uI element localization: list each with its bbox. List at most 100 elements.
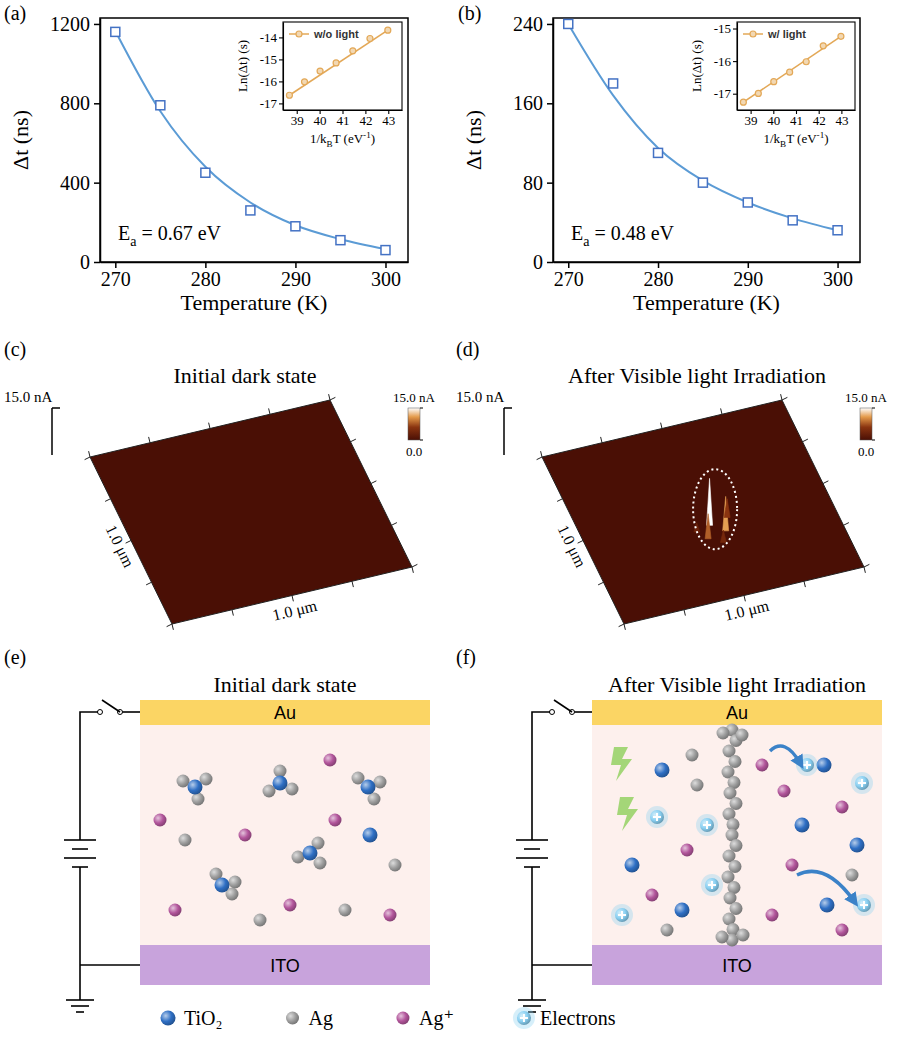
surface-plane — [90, 400, 412, 624]
x-axis-title: Temperature (K) — [181, 290, 328, 315]
tick-mark — [547, 262, 553, 264]
ag-ion — [384, 909, 397, 922]
data-point — [609, 79, 618, 88]
tick: -14 — [260, 30, 283, 45]
electron-plus — [653, 813, 661, 821]
text-part: 1/k — [763, 131, 780, 146]
tio2-particle — [817, 758, 832, 773]
axis-line — [101, 262, 409, 264]
tick: 160 — [513, 92, 553, 114]
tio2-particle — [273, 776, 288, 791]
ag-ion — [766, 909, 779, 922]
tick-mark — [658, 262, 660, 268]
tick-label: 270 — [101, 268, 131, 290]
tick-label: -16 — [260, 74, 278, 89]
text-part: = 0.67 eV — [136, 222, 221, 244]
y-extent-label: 1.0 μm — [554, 522, 590, 571]
colorbar-label: 15.0 nA — [393, 390, 436, 405]
edge-tick — [804, 581, 805, 587]
tick-label: 39 — [291, 113, 304, 128]
electron — [855, 776, 869, 790]
chart: 270280290300080160240Temperature (K)Δt (… — [458, 2, 861, 315]
fit-line — [115, 31, 385, 249]
data-point — [787, 69, 793, 75]
electron-halo — [851, 772, 873, 794]
tick-mark — [568, 262, 570, 268]
electron-plus — [858, 779, 866, 787]
annotation: Ea = 0.67 eV — [118, 222, 222, 249]
ag-particle — [286, 1012, 299, 1025]
tick-mark — [733, 28, 737, 29]
tick-label: 160 — [513, 92, 543, 114]
text-part: T (eV — [333, 131, 364, 146]
x-axis: 270280290300 — [101, 262, 409, 290]
tio2-particle — [215, 878, 230, 893]
wire — [80, 712, 98, 840]
tick-label: -15 — [260, 52, 277, 67]
ag-ion — [778, 785, 791, 798]
ground — [71, 1005, 89, 1007]
tick: 0 — [80, 251, 100, 273]
ag-ion — [284, 899, 297, 912]
edge-tick — [329, 394, 330, 400]
top-electrode — [592, 700, 882, 725]
tick: 240 — [513, 13, 553, 35]
ag-particle — [314, 857, 327, 870]
tick-mark — [279, 59, 283, 60]
legend-marker — [750, 31, 756, 37]
y-axis: -17 -16 -15 -14 — [260, 23, 284, 112]
ag-ion — [154, 814, 167, 827]
y-extent-label: 1.0 μm — [102, 522, 138, 571]
edge-tick — [782, 397, 787, 400]
electron-plus — [803, 761, 811, 769]
transfer-arrow — [797, 871, 854, 901]
wire — [80, 964, 140, 966]
tick-label: 300 — [371, 268, 401, 290]
tick-mark — [733, 94, 737, 95]
colorbar-tick — [420, 408, 423, 409]
tick-label: 270 — [554, 268, 584, 290]
current-peak — [720, 530, 726, 543]
highlight-ellipse — [693, 469, 737, 549]
z-axis-line — [51, 408, 53, 455]
z-axis-line — [503, 408, 505, 455]
edge-tick — [541, 451, 542, 457]
edge-tick — [661, 423, 662, 429]
electron-halo — [696, 814, 718, 836]
x-axis: 3940414243 — [284, 110, 403, 128]
plot-area — [111, 27, 390, 254]
ground — [76, 1011, 84, 1013]
tick: 290 — [281, 262, 311, 290]
data-point — [156, 101, 165, 110]
z-tick — [52, 407, 60, 409]
tick-mark — [279, 37, 283, 38]
tick-mark — [205, 262, 207, 268]
z-tick — [504, 407, 512, 409]
tick: 290 — [733, 262, 763, 290]
light-bolt — [611, 747, 632, 781]
edge-tick — [232, 610, 233, 616]
tick-label: 40 — [314, 113, 327, 128]
electron-halo — [853, 894, 875, 916]
tick-label: 39 — [745, 113, 758, 128]
edge-tick — [85, 457, 90, 460]
tio2-particle — [675, 903, 690, 918]
axis-line — [554, 262, 861, 264]
panel-label: (d) — [456, 338, 479, 361]
tick-label: -17 — [260, 96, 278, 111]
edge-tick — [330, 397, 335, 400]
colorbar-label: 15.0 nA — [845, 390, 888, 405]
y-axis: 080160240 — [513, 13, 554, 273]
tio2-particle — [625, 858, 640, 873]
x-extent-label: 1.0 μm — [723, 596, 772, 624]
electron — [650, 810, 664, 824]
legend-item: w/o light — [289, 28, 359, 40]
ag-particle — [686, 749, 699, 762]
tick: 0 — [533, 251, 553, 273]
edge-tick — [371, 481, 376, 484]
electrode-label: ITO — [722, 956, 752, 976]
edge-tick — [292, 596, 293, 602]
legend-marker — [296, 31, 302, 37]
tick-mark — [748, 262, 750, 268]
edge-tick — [598, 582, 603, 585]
